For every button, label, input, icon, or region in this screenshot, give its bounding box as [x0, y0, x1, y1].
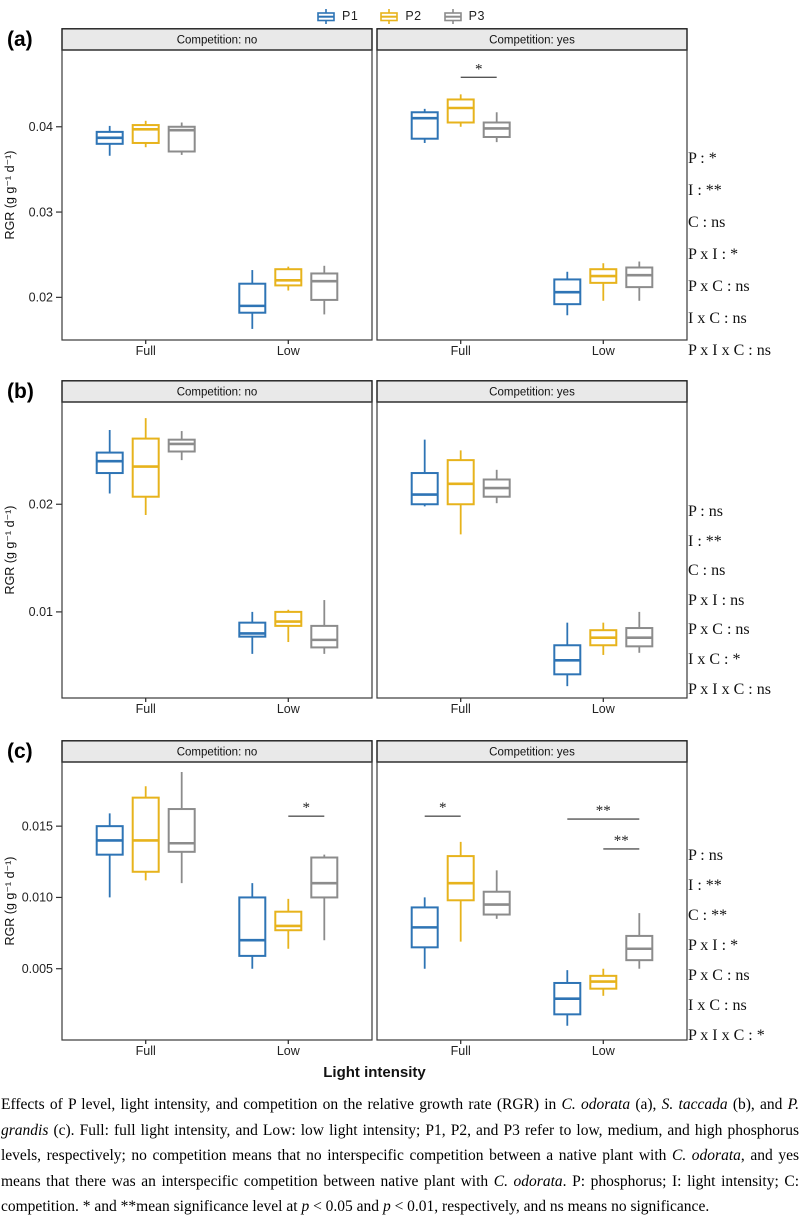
- anova-line: P x I : *: [688, 246, 739, 263]
- svg-text:Full: Full: [451, 344, 471, 358]
- svg-text:Competition: yes: Competition: yes: [489, 35, 575, 47]
- legend-item-p3: P3: [442, 8, 485, 25]
- caption-segment: (c). Full: full light intensity, and Low…: [1, 1121, 799, 1165]
- caption-segment: < 0.01, respectively, and ns means no si…: [390, 1198, 710, 1215]
- svg-text:RGR (g g⁻¹ d⁻¹): RGR (g g⁻¹ d⁻¹): [3, 857, 17, 946]
- svg-text:*: *: [439, 800, 447, 816]
- svg-text:0.015: 0.015: [22, 819, 53, 833]
- anova-line: P x I x C : ns: [688, 342, 771, 359]
- svg-text:Low: Low: [277, 344, 301, 358]
- svg-text:0.02: 0.02: [29, 291, 53, 305]
- svg-text:Low: Low: [592, 344, 616, 358]
- anova-line: P x C : ns: [688, 621, 750, 639]
- panel-b-chart: RGR (g g⁻¹ d⁻¹) 0.01 0.02 Competition: no Fu…: [3, 380, 688, 716]
- anova-line: P x C : ns: [688, 278, 750, 295]
- anova-line: P x I x C : *: [688, 1027, 765, 1044]
- caption-italic-segment: P. grandis: [1, 1096, 799, 1139]
- panel-a-anova-results: P : * I : ** C : ns P x I : * P x C : ns I x …: [688, 143, 800, 367]
- svg-text:0.04: 0.04: [29, 120, 53, 134]
- panel-a-letter: (a): [7, 28, 33, 51]
- svg-text:0.01: 0.01: [29, 605, 53, 619]
- caption-italic-segment: p: [301, 1198, 310, 1215]
- figure-caption: Effects of P level, light intensity, and…: [0, 1092, 800, 1220]
- anova-line: P : ns: [688, 503, 723, 520]
- anova-line: C : **: [688, 907, 728, 924]
- caption-segment: , and yes means that there was an inters…: [1, 1147, 799, 1190]
- anova-line: C : ns: [688, 562, 726, 580]
- panel-b-letter: (b): [7, 380, 34, 403]
- legend: P1 P2 P3: [0, 0, 800, 28]
- panel-b-anova-results: P : ns I : ** C : ns P x I : ns P x C : ns I …: [688, 497, 800, 704]
- legend-item-p2: P2: [378, 8, 421, 25]
- panel-a-chart: RGR (g g⁻¹ d⁻¹) 0.02 0.03 0.04 Competition: …: [3, 28, 688, 358]
- svg-text:**: **: [596, 803, 611, 819]
- anova-line: I : **: [688, 877, 722, 894]
- caption-italic-segment: C. odorata: [671, 1147, 741, 1164]
- svg-text:Competition: no: Competition: no: [177, 35, 258, 47]
- caption-italic-segment: p: [382, 1198, 391, 1215]
- panel-c-anova-results: P : ns I : ** C : ** P x I : * P x C : ns I x…: [688, 841, 800, 1051]
- svg-text:Full: Full: [136, 702, 156, 716]
- anova-line: P x I : ns: [688, 591, 745, 609]
- svg-text:Competition: no: Competition: no: [177, 387, 258, 399]
- panel-b: (b) RGR (g g⁻¹ d⁻¹) 0.01 0.02 Competition: …: [0, 380, 800, 722]
- svg-text:Competition: no: Competition: no: [177, 747, 258, 759]
- svg-text:RGR (g g⁻¹ d⁻¹): RGR (g g⁻¹ d⁻¹): [3, 506, 17, 595]
- svg-text:Competition: yes: Competition: yes: [489, 387, 575, 399]
- anova-line: P x I : *: [688, 937, 739, 954]
- anova-line: I x C : *: [688, 650, 741, 668]
- svg-text:Full: Full: [451, 702, 471, 716]
- caption-italic-segment: S. taccada: [661, 1096, 728, 1113]
- svg-text:0.03: 0.03: [29, 205, 53, 219]
- legend-label: P2: [405, 9, 422, 23]
- caption-italic-segment: C. odorata: [493, 1172, 563, 1190]
- caption-segment: Effects of P level, light intensity, and…: [1, 1096, 562, 1113]
- svg-text:Low: Low: [277, 702, 301, 716]
- caption-segment: (a),: [630, 1096, 662, 1113]
- svg-text:0.02: 0.02: [29, 497, 53, 511]
- svg-text:**: **: [614, 833, 629, 849]
- svg-text:Low: Low: [592, 1044, 616, 1058]
- x-axis-title: Light intensity: [323, 1064, 426, 1081]
- svg-text:*: *: [475, 61, 483, 77]
- svg-text:0.005: 0.005: [22, 962, 53, 976]
- svg-text:Low: Low: [277, 1044, 301, 1058]
- panel-c: (c) RGR (g g⁻¹ d⁻¹) 0.005 0.010 0.015 Compet…: [0, 740, 800, 1062]
- svg-text:Low: Low: [592, 702, 616, 716]
- svg-text:Full: Full: [451, 1044, 471, 1058]
- svg-text:0.010: 0.010: [22, 891, 53, 905]
- boxplot-key-icon: [443, 8, 462, 24]
- caption-segment: < 0.05 and: [309, 1198, 383, 1215]
- anova-line: P x C : ns: [688, 967, 750, 984]
- legend-label: P3: [468, 9, 485, 23]
- anova-line: I : **: [688, 532, 722, 550]
- legend-label: P1: [342, 9, 359, 23]
- svg-text:Full: Full: [136, 1044, 156, 1058]
- anova-line: P : ns: [688, 847, 723, 864]
- caption-italic-segment: C. odorata: [561, 1096, 631, 1113]
- anova-line: P x I x C : ns: [688, 680, 771, 698]
- caption-segment: (b), and: [727, 1096, 788, 1113]
- panel-c-letter: (c): [7, 740, 33, 763]
- anova-line: P : *: [688, 150, 717, 167]
- boxplot-key-icon: [380, 8, 399, 24]
- anova-line: I : **: [688, 182, 722, 199]
- boxplot-key-icon: [317, 8, 335, 24]
- anova-line: I x C : ns: [688, 997, 747, 1014]
- legend-item-p1: P1: [315, 8, 358, 25]
- svg-text:Competition: yes: Competition: yes: [489, 747, 575, 759]
- svg-text:RGR (g g⁻¹ d⁻¹): RGR (g g⁻¹ d⁻¹): [3, 151, 17, 240]
- panel-a: (a) RGR (g g⁻¹ d⁻¹) 0.02 0.03 0.04 Competiti…: [0, 28, 800, 363]
- anova-line: I x C : ns: [688, 310, 747, 327]
- svg-text:*: *: [303, 800, 311, 816]
- anova-line: C : ns: [688, 214, 726, 231]
- panel-c-chart: RGR (g g⁻¹ d⁻¹) 0.005 0.010 0.015 Competitio…: [3, 740, 688, 1058]
- svg-text:Full: Full: [136, 344, 156, 358]
